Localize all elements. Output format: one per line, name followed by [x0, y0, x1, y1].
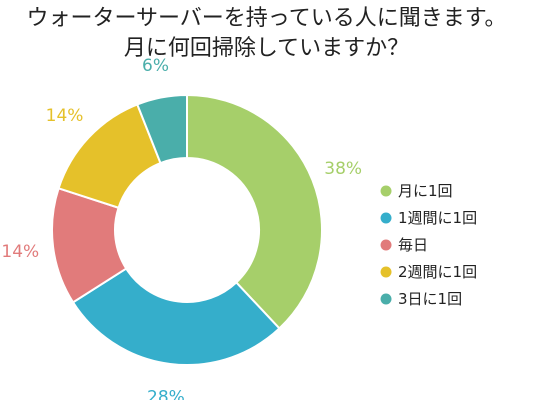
legend-label-1: 月に1回	[398, 182, 453, 200]
legend-label-3: 毎日	[398, 236, 428, 254]
legend-marker-4	[380, 266, 392, 278]
chart-title: ウォーターサーバーを持っている人に聞きます。 月に何回掃除していますか？	[0, 4, 533, 64]
legend-label-4: 2週間に1回	[398, 263, 477, 281]
chart-title-line-2: 月に何回掃除していますか？	[123, 36, 410, 61]
legend-marker-5	[380, 293, 392, 305]
donut-slice-5	[136, 93, 188, 165]
donut-slice-2	[71, 267, 281, 366]
chart-title-line-1: ウォーターサーバーを持っている人に聞きます。	[26, 6, 507, 31]
legend-label-2: 1週間に1回	[398, 209, 477, 227]
donut-slice-1	[186, 93, 323, 330]
legend-marker-1	[380, 185, 392, 197]
slice-percent-label-1: 38%	[324, 159, 362, 179]
slice-percent-label-5: 6%	[142, 56, 169, 76]
slice-percent-label-3: 14%	[1, 242, 39, 262]
legend-marker-2	[380, 212, 392, 224]
slice-percent-label-2: 28%	[147, 388, 185, 400]
legend-marker-3	[380, 239, 392, 251]
slice-percent-label-4: 14%	[46, 106, 84, 126]
legend-label-5: 3日に1回	[398, 290, 462, 308]
